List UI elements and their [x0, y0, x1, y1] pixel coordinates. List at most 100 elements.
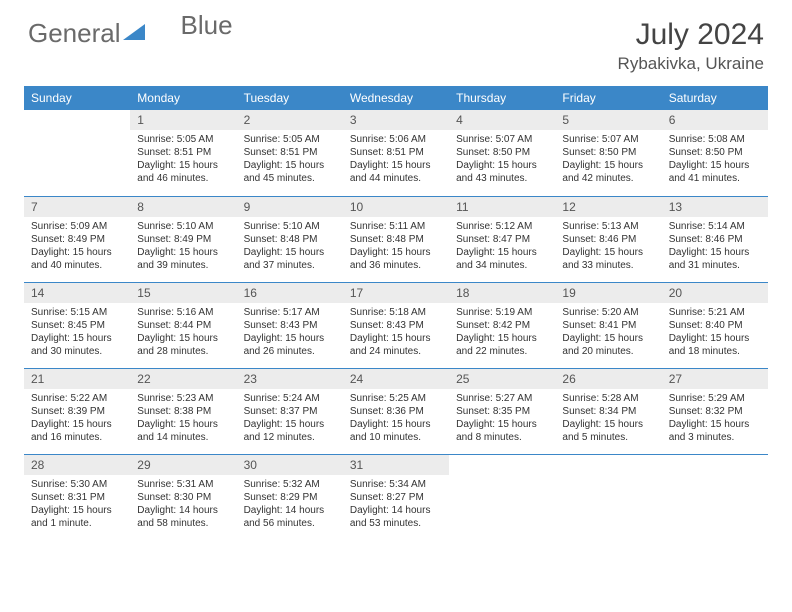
day-data: Sunrise: 5:21 AMSunset: 8:40 PMDaylight:… [662, 303, 768, 363]
calendar-cell: 28Sunrise: 5:30 AMSunset: 8:31 PMDayligh… [24, 454, 130, 540]
calendar-cell: 19Sunrise: 5:20 AMSunset: 8:41 PMDayligh… [555, 282, 661, 368]
day-number: 22 [130, 369, 236, 389]
day-data: Sunrise: 5:18 AMSunset: 8:43 PMDaylight:… [343, 303, 449, 363]
day-data: Sunrise: 5:17 AMSunset: 8:43 PMDaylight:… [237, 303, 343, 363]
calendar-cell: 29Sunrise: 5:31 AMSunset: 8:30 PMDayligh… [130, 454, 236, 540]
calendar-cell: 30Sunrise: 5:32 AMSunset: 8:29 PMDayligh… [237, 454, 343, 540]
day-data: Sunrise: 5:09 AMSunset: 8:49 PMDaylight:… [24, 217, 130, 277]
calendar-body: ..1Sunrise: 5:05 AMSunset: 8:51 PMDaylig… [24, 110, 768, 540]
weekday-saturday: Saturday [662, 86, 768, 110]
weekday-tuesday: Tuesday [237, 86, 343, 110]
calendar-cell: 15Sunrise: 5:16 AMSunset: 8:44 PMDayligh… [130, 282, 236, 368]
calendar-row: 14Sunrise: 5:15 AMSunset: 8:45 PMDayligh… [24, 282, 768, 368]
calendar-cell: .. [449, 454, 555, 540]
day-data: Sunrise: 5:31 AMSunset: 8:30 PMDaylight:… [130, 475, 236, 535]
day-data: Sunrise: 5:15 AMSunset: 8:45 PMDaylight:… [24, 303, 130, 363]
day-number: 12 [555, 197, 661, 217]
day-data: Sunrise: 5:16 AMSunset: 8:44 PMDaylight:… [130, 303, 236, 363]
day-data: Sunrise: 5:11 AMSunset: 8:48 PMDaylight:… [343, 217, 449, 277]
calendar-cell: 5Sunrise: 5:07 AMSunset: 8:50 PMDaylight… [555, 110, 661, 196]
weekday-sunday: Sunday [24, 86, 130, 110]
calendar-cell: 23Sunrise: 5:24 AMSunset: 8:37 PMDayligh… [237, 368, 343, 454]
calendar-cell: 10Sunrise: 5:11 AMSunset: 8:48 PMDayligh… [343, 196, 449, 282]
day-number: 6 [662, 110, 768, 130]
calendar-cell: 3Sunrise: 5:06 AMSunset: 8:51 PMDaylight… [343, 110, 449, 196]
calendar-cell: 26Sunrise: 5:28 AMSunset: 8:34 PMDayligh… [555, 368, 661, 454]
day-number: 5 [555, 110, 661, 130]
brand-logo: General Blue [28, 18, 233, 49]
day-number: 26 [555, 369, 661, 389]
calendar-cell: 6Sunrise: 5:08 AMSunset: 8:50 PMDaylight… [662, 110, 768, 196]
day-data: Sunrise: 5:06 AMSunset: 8:51 PMDaylight:… [343, 130, 449, 190]
day-number: 19 [555, 283, 661, 303]
brand-part2: Blue [181, 10, 233, 41]
day-data: Sunrise: 5:25 AMSunset: 8:36 PMDaylight:… [343, 389, 449, 449]
day-number: 10 [343, 197, 449, 217]
day-number: 24 [343, 369, 449, 389]
day-data: Sunrise: 5:14 AMSunset: 8:46 PMDaylight:… [662, 217, 768, 277]
calendar-cell: 21Sunrise: 5:22 AMSunset: 8:39 PMDayligh… [24, 368, 130, 454]
day-number: 31 [343, 455, 449, 475]
calendar-cell: 22Sunrise: 5:23 AMSunset: 8:38 PMDayligh… [130, 368, 236, 454]
calendar-cell: 11Sunrise: 5:12 AMSunset: 8:47 PMDayligh… [449, 196, 555, 282]
calendar-cell: 25Sunrise: 5:27 AMSunset: 8:35 PMDayligh… [449, 368, 555, 454]
day-number: 14 [24, 283, 130, 303]
logo-triangle-icon [123, 18, 145, 49]
day-number: 28 [24, 455, 130, 475]
weekday-friday: Friday [555, 86, 661, 110]
day-data: Sunrise: 5:10 AMSunset: 8:49 PMDaylight:… [130, 217, 236, 277]
day-number: 9 [237, 197, 343, 217]
day-number: 11 [449, 197, 555, 217]
day-number: 4 [449, 110, 555, 130]
day-data: Sunrise: 5:20 AMSunset: 8:41 PMDaylight:… [555, 303, 661, 363]
day-data: Sunrise: 5:05 AMSunset: 8:51 PMDaylight:… [130, 130, 236, 190]
day-number: 27 [662, 369, 768, 389]
day-number: 17 [343, 283, 449, 303]
day-data: Sunrise: 5:23 AMSunset: 8:38 PMDaylight:… [130, 389, 236, 449]
calendar-cell: 20Sunrise: 5:21 AMSunset: 8:40 PMDayligh… [662, 282, 768, 368]
weekday-monday: Monday [130, 86, 236, 110]
day-number: 3 [343, 110, 449, 130]
day-data: Sunrise: 5:08 AMSunset: 8:50 PMDaylight:… [662, 130, 768, 190]
day-number: 8 [130, 197, 236, 217]
calendar-cell: 27Sunrise: 5:29 AMSunset: 8:32 PMDayligh… [662, 368, 768, 454]
day-data: Sunrise: 5:30 AMSunset: 8:31 PMDaylight:… [24, 475, 130, 535]
day-number: 29 [130, 455, 236, 475]
calendar-row: 21Sunrise: 5:22 AMSunset: 8:39 PMDayligh… [24, 368, 768, 454]
calendar-cell: 14Sunrise: 5:15 AMSunset: 8:45 PMDayligh… [24, 282, 130, 368]
day-number: 30 [237, 455, 343, 475]
calendar-cell: 8Sunrise: 5:10 AMSunset: 8:49 PMDaylight… [130, 196, 236, 282]
calendar-cell: 13Sunrise: 5:14 AMSunset: 8:46 PMDayligh… [662, 196, 768, 282]
title-block: July 2024 Rybakivka, Ukraine [618, 18, 764, 74]
day-data: Sunrise: 5:32 AMSunset: 8:29 PMDaylight:… [237, 475, 343, 535]
calendar-cell: 12Sunrise: 5:13 AMSunset: 8:46 PMDayligh… [555, 196, 661, 282]
month-title: July 2024 [618, 18, 764, 52]
calendar-row: 28Sunrise: 5:30 AMSunset: 8:31 PMDayligh… [24, 454, 768, 540]
calendar-cell: 1Sunrise: 5:05 AMSunset: 8:51 PMDaylight… [130, 110, 236, 196]
location-text: Rybakivka, Ukraine [618, 54, 764, 74]
brand-part1: General [28, 18, 121, 49]
day-number: 2 [237, 110, 343, 130]
calendar-cell: 24Sunrise: 5:25 AMSunset: 8:36 PMDayligh… [343, 368, 449, 454]
calendar-cell: .. [24, 110, 130, 196]
day-number: 20 [662, 283, 768, 303]
day-data: Sunrise: 5:19 AMSunset: 8:42 PMDaylight:… [449, 303, 555, 363]
day-data: Sunrise: 5:27 AMSunset: 8:35 PMDaylight:… [449, 389, 555, 449]
calendar-cell: 9Sunrise: 5:10 AMSunset: 8:48 PMDaylight… [237, 196, 343, 282]
header: General Blue July 2024 Rybakivka, Ukrain… [0, 0, 792, 82]
weekday-header-row: Sunday Monday Tuesday Wednesday Thursday… [24, 86, 768, 110]
day-number: 7 [24, 197, 130, 217]
day-number: 16 [237, 283, 343, 303]
day-number: 25 [449, 369, 555, 389]
day-number: 1 [130, 110, 236, 130]
calendar-table: Sunday Monday Tuesday Wednesday Thursday… [24, 86, 768, 540]
day-data: Sunrise: 5:34 AMSunset: 8:27 PMDaylight:… [343, 475, 449, 535]
calendar-row: 7Sunrise: 5:09 AMSunset: 8:49 PMDaylight… [24, 196, 768, 282]
calendar-cell: 17Sunrise: 5:18 AMSunset: 8:43 PMDayligh… [343, 282, 449, 368]
day-data: Sunrise: 5:10 AMSunset: 8:48 PMDaylight:… [237, 217, 343, 277]
day-number: 15 [130, 283, 236, 303]
calendar-cell: .. [555, 454, 661, 540]
day-data: Sunrise: 5:24 AMSunset: 8:37 PMDaylight:… [237, 389, 343, 449]
calendar-cell: 2Sunrise: 5:05 AMSunset: 8:51 PMDaylight… [237, 110, 343, 196]
day-number: 23 [237, 369, 343, 389]
